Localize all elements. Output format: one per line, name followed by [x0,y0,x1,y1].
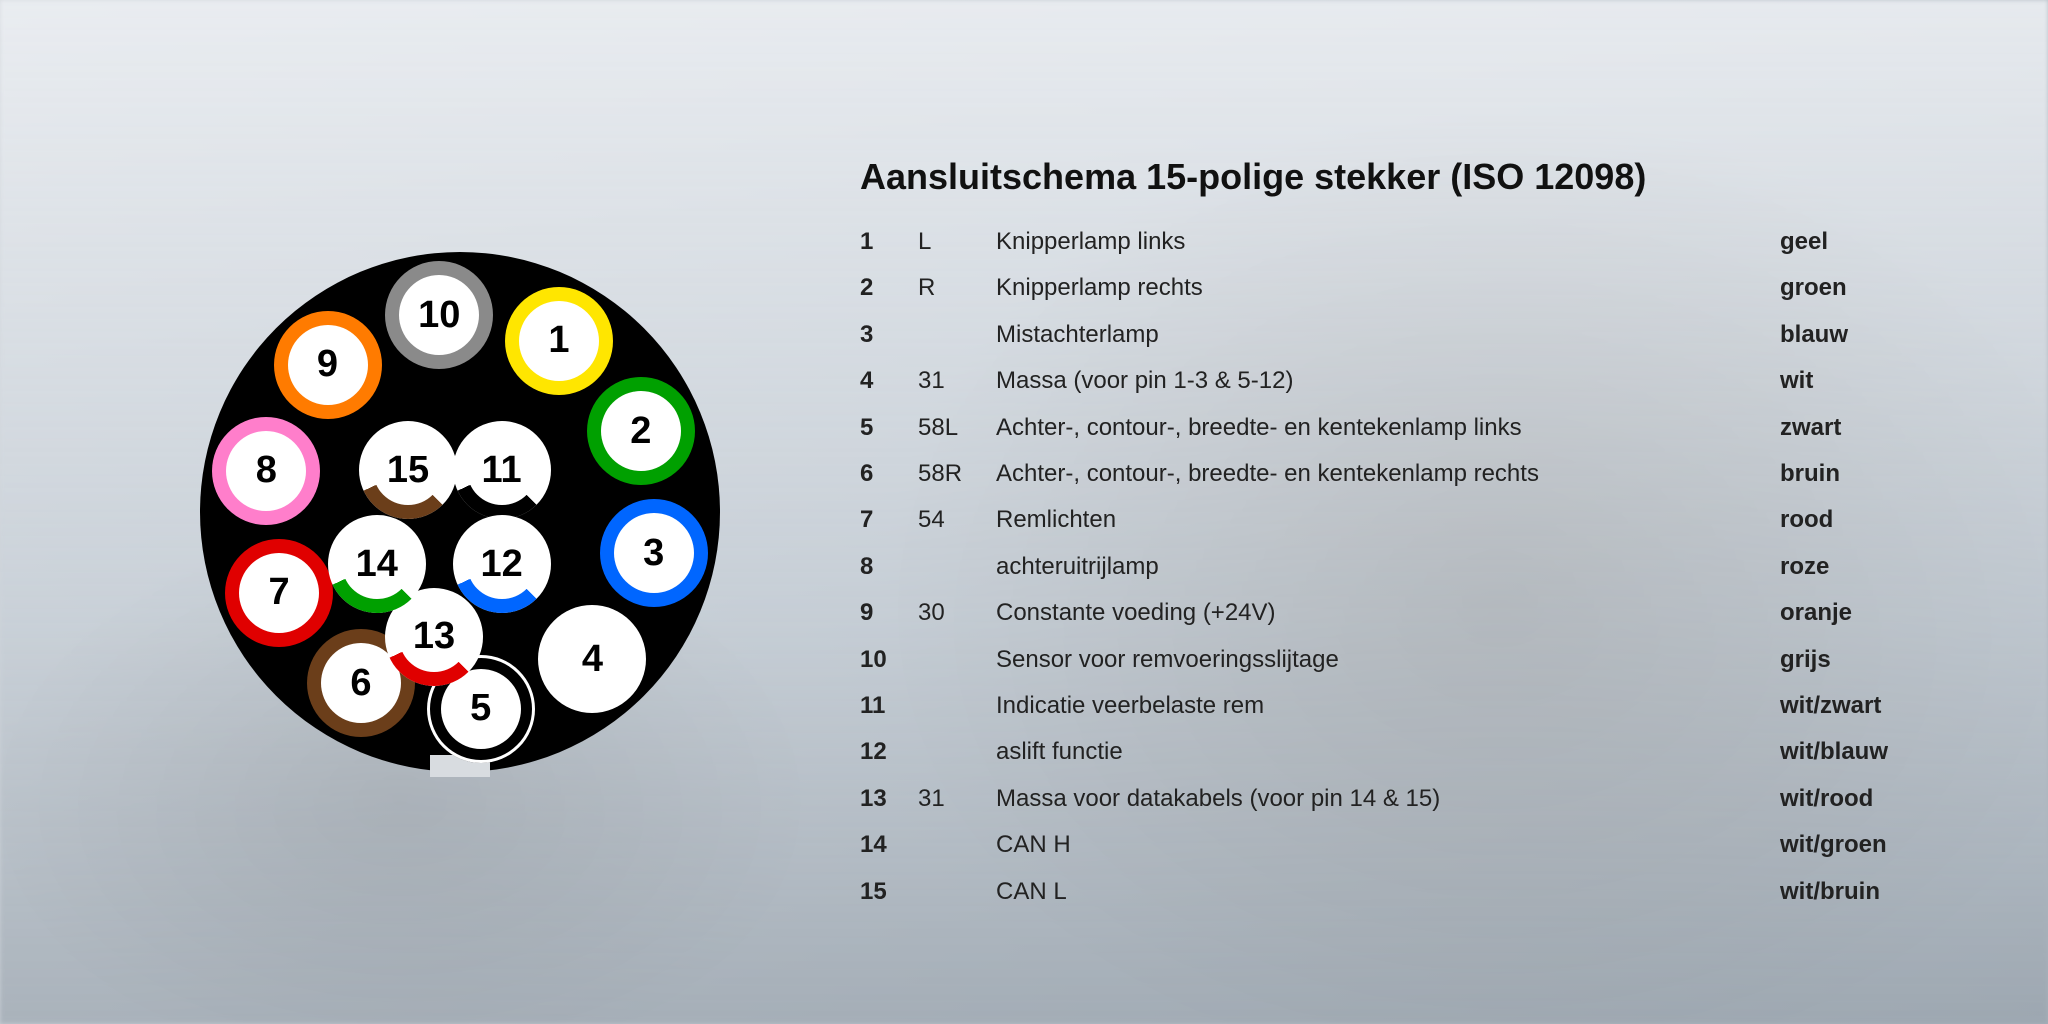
pin-description: Knipperlamp links [996,226,1772,258]
pin-color: wit/groen [1780,829,1940,861]
pin-code [918,551,988,583]
pin-number: 14 [860,829,910,861]
pin-number: 7 [860,504,910,536]
pin-number: 12 [860,736,910,768]
page-title: Aansluitschema 15-polige stekker (ISO 12… [860,156,2048,198]
pin-number: 1 [860,226,910,258]
connector-pin-7: 7 [225,539,333,647]
pin-code [918,736,988,768]
pin-description: Sensor voor remvoeringsslijtage [996,644,1772,676]
pin-description: Knipperlamp rechts [996,272,1772,304]
pin-code: L [918,226,988,258]
pin-description: Remlichten [996,504,1772,536]
pin-color: geel [1780,226,1940,258]
pin-color: wit [1780,365,1940,397]
connector-pin-8: 8 [212,417,320,525]
pin-description: Indicatie veerbelaste rem [996,690,1772,722]
pin-code: 31 [918,783,988,815]
connector-pin-3: 3 [600,499,708,607]
pin-code: 54 [918,504,988,536]
pin-color: oranje [1780,597,1940,629]
connector-pin-10: 10 [385,261,493,369]
pin-code [918,690,988,722]
pin-description: achteruitrijlamp [996,551,1772,583]
pin-color: wit/zwart [1780,690,1940,722]
pin-description: CAN L [996,876,1772,908]
pin-number: 9 [860,597,910,629]
pin-number: 3 [860,319,910,351]
pin-number: 2 [860,272,910,304]
pin-color: grijs [1780,644,1940,676]
pin-number: 10 [860,644,910,676]
pin-color: wit/blauw [1780,736,1940,768]
connector-pin-12: 12 [453,515,551,613]
pin-description: Achter-, contour-, breedte- en kentekenl… [996,458,1772,490]
connector-pin-1: 1 [505,287,613,395]
connector-pin-14: 14 [328,515,426,613]
pin-color: blauw [1780,319,1940,351]
pin-description: Constante voeding (+24V) [996,597,1772,629]
pin-code: 58R [918,458,988,490]
pin-number: 13 [860,783,910,815]
pin-description: aslift functie [996,736,1772,768]
pin-color: bruin [1780,458,1940,490]
connector-pin-4: 4 [538,605,646,713]
pin-code: 30 [918,597,988,629]
pin-color: wit/rood [1780,783,1940,815]
pin-color: groen [1780,272,1940,304]
pinout-table: Aansluitschema 15-polige stekker (ISO 12… [860,116,2048,908]
pin-number: 15 [860,876,910,908]
connector-pin-9: 9 [274,311,382,419]
pin-code: R [918,272,988,304]
connector-pin-2: 2 [587,377,695,485]
pin-number: 8 [860,551,910,583]
pin-code [918,876,988,908]
pin-code: 31 [918,365,988,397]
pin-color: rood [1780,504,1940,536]
pin-number: 4 [860,365,910,397]
connector-pin-15: 15 [359,421,457,519]
pin-description: Mistachterlamp [996,319,1772,351]
pin-description: CAN H [996,829,1772,861]
pin-color: roze [1780,551,1940,583]
pin-description: Achter-, contour-, breedte- en kentekenl… [996,412,1772,444]
pin-number: 5 [860,412,910,444]
pin-code: 58L [918,412,988,444]
pin-code [918,829,988,861]
pin-number: 6 [860,458,910,490]
pin-number: 11 [860,690,910,722]
pin-code [918,319,988,351]
connector-diagram: 123456789101112131415 [120,172,800,852]
pin-description: Massa (voor pin 1-3 & 5-12) [996,365,1772,397]
pin-color: zwart [1780,412,1940,444]
connector-pin-11: 11 [453,421,551,519]
pin-code [918,644,988,676]
pin-color: wit/bruin [1780,876,1940,908]
pin-description: Massa voor datakabels (voor pin 14 & 15) [996,783,1772,815]
